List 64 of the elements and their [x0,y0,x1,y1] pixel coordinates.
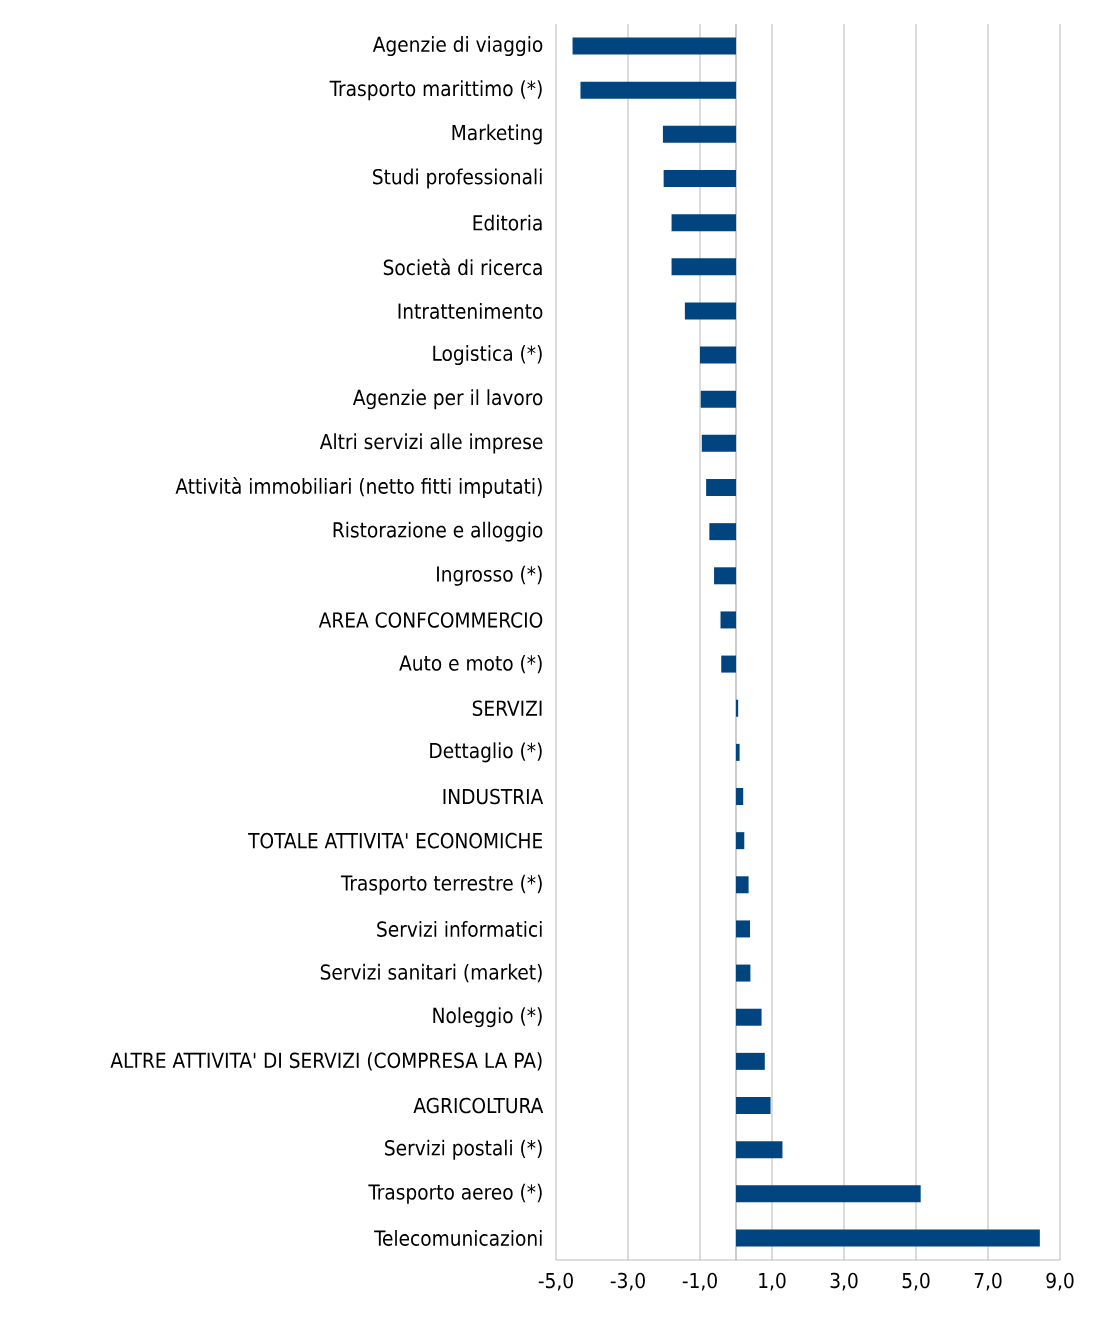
y-tick-label: Editoria [473,214,542,231]
bar [736,920,751,938]
bar [714,567,736,585]
bar [671,214,736,232]
y-tick-label: Marketing [452,124,542,145]
bar [736,699,739,717]
bar [671,258,736,276]
y-tick-label: Auto e moto (*) [399,654,542,674]
bar [663,170,736,188]
y-tick-label: Ingrosso (*) [437,565,542,586]
bar [706,479,736,497]
bar [700,390,736,408]
y-tick-label: Noleggio (*) [433,1007,542,1028]
x-tick-label: 5,0 [902,1272,930,1291]
bar [736,1141,783,1159]
bar [736,743,740,761]
bar [721,655,736,673]
x-tick-label: 7,0 [974,1272,1002,1291]
y-tick-label: INDUSTRIA [443,788,544,805]
x-tick-label: -5,0 [538,1272,573,1291]
bar [580,81,736,99]
y-tick-label: Trasporto terrestre (*) [340,874,542,895]
bar [720,611,736,629]
y-tick-label: Servizi informatici [377,920,542,937]
y-tick-label: ALTRE ATTIVITA' DI SERVIZI (COMPRESA LA PA) [110,1052,542,1071]
bar [736,832,745,850]
x-tick-label: -1,0 [682,1272,717,1291]
y-tick-label: Servizi postali (*) [385,1139,542,1160]
y-tick-label: Intrattenimento [398,302,543,319]
y-tick-label: Telecomunicazioni [374,1229,542,1246]
bar [736,1097,771,1115]
bar [736,1052,765,1070]
bar [736,1229,1040,1247]
bar [684,302,736,320]
y-tick-label: Studi professionali [373,168,542,189]
y-tick-label: Logistica (*) [433,345,542,366]
bar [700,346,736,364]
y-tick-label: Agenzie di viaggio [372,36,543,57]
y-tick-label: Trasporto marittimo (*) [329,80,542,101]
bar [709,523,736,541]
y-tick-label: Altri servizi alle imprese [319,433,543,454]
bar [736,788,744,806]
x-tick-label: 1,0 [759,1272,786,1291]
bar [662,125,736,143]
y-tick-label: SERVIZI [472,700,542,717]
y-tick-label: Ristorazione e alloggio [333,521,543,542]
bar [736,1185,921,1203]
y-tick-label: AGRICOLTURA [413,1097,544,1114]
y-tick-label: Servizi sanitari (market) [320,963,542,983]
bar [736,876,749,894]
x-tick-label: -3,0 [610,1272,645,1291]
y-tick-label: AREA CONFCOMMERCIO [318,612,543,628]
y-tick-label: Trasporto aereo (*) [368,1183,542,1204]
x-tick-label: 9,0 [1046,1272,1074,1291]
y-tick-label: Attività immobiliari (netto fitti imputati) [175,477,542,498]
x-tick-label: 3,0 [830,1272,858,1291]
bar [701,434,736,452]
y-tick-label: Dettaglio (*) [430,742,542,763]
bar [736,1008,762,1026]
y-tick-label: Agenzie per il lavoro [352,389,543,410]
bar [736,964,751,982]
y-tick-label: Società di ricerca [383,258,542,276]
y-tick-label: TOTALE ATTIVITA' ECONOMICHE [248,832,543,849]
bar [572,37,736,55]
